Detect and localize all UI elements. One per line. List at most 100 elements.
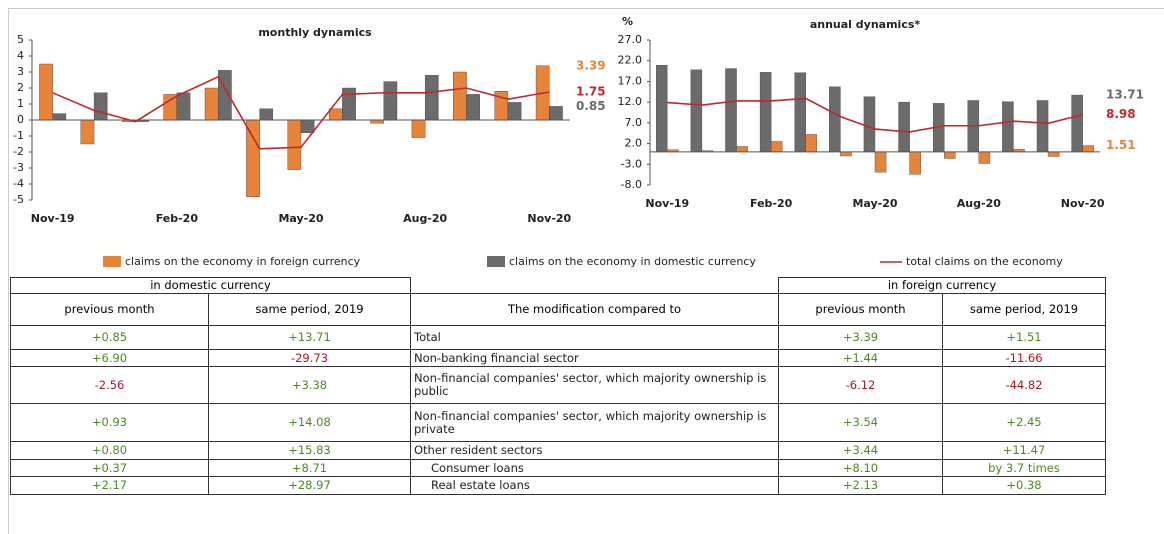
table: in domestic currency in foreign currency p…	[10, 277, 1106, 495]
x-tick-label: Aug-20	[403, 212, 447, 225]
y-tick-label: 5	[17, 33, 24, 46]
data-label: 8.98	[1106, 107, 1136, 121]
y-tick-label: 1	[17, 97, 24, 110]
x-tick-label: Nov-20	[1061, 197, 1105, 210]
bar	[944, 151, 956, 159]
bar	[1047, 151, 1060, 157]
table-cell: +0.85	[10, 325, 209, 350]
table-row: +0.37 +8.71 Consumer loans +8.10 by 3.7 time…	[10, 459, 1106, 477]
bar	[52, 113, 67, 121]
legend-label: total claims on the economy	[906, 255, 1063, 268]
data-label: 3.39	[576, 58, 606, 72]
table-cell: +2.13	[778, 476, 943, 495]
legend-swatch	[103, 256, 121, 267]
bar	[383, 81, 398, 121]
bar	[466, 94, 480, 121]
table-cell: +3.44	[778, 441, 943, 460]
table-cell: same period, 2019	[942, 293, 1106, 326]
table-cell: Real estate loans	[410, 476, 779, 495]
x-tick-label: May-20	[852, 197, 897, 210]
x-tick-label: May-20	[278, 212, 323, 225]
y-tick-label: -4	[13, 177, 24, 190]
bar	[909, 151, 921, 175]
table-cell: +1.51	[942, 325, 1106, 350]
data-label: 1.51	[1106, 138, 1136, 152]
table-cell: +2.45	[942, 403, 1106, 442]
bar	[978, 151, 991, 164]
legend-label: claims on the economy in foreign currenc…	[125, 255, 361, 268]
bar	[300, 119, 315, 134]
bar	[1082, 145, 1094, 153]
x-tick-label: Aug-20	[957, 197, 1001, 210]
chart-title: monthly dynamics	[258, 26, 372, 39]
table-cell: in foreign currency	[778, 277, 1106, 294]
table-cell: +14.08	[208, 403, 411, 442]
table-cell: +28.97	[208, 476, 411, 495]
table-row: -2.56 +3.38 Non-financial companies' secto…	[10, 366, 1106, 404]
y-tick-label: 4	[17, 49, 24, 62]
table-cell: +3.54	[778, 403, 943, 442]
bar	[770, 141, 783, 153]
table-cell: Consumer loans	[410, 459, 779, 477]
bar	[736, 146, 748, 153]
bar	[424, 74, 439, 121]
table-cell: Non-financial companies' sector, which m…	[410, 366, 779, 404]
table-row: previous month same period, 2019 The modif…	[10, 293, 1106, 326]
table-cell: +0.38	[942, 476, 1106, 495]
bar	[246, 119, 260, 198]
table-cell: +6.90	[10, 349, 209, 367]
y-tick-label: 2.0	[625, 137, 643, 150]
x-tick-label: Feb-20	[156, 212, 199, 225]
bar	[39, 63, 53, 121]
table-cell: +13.71	[208, 325, 411, 350]
bar	[725, 68, 737, 153]
bar	[874, 151, 887, 173]
table-cell: +0.37	[10, 459, 209, 477]
y-tick-label: -3	[13, 161, 24, 174]
y-tick-label: -8.0	[621, 178, 642, 191]
charts: monthly dynamics annual dynamics* % clai…	[13, 15, 1144, 268]
bar	[829, 86, 841, 153]
x-tick-label: Nov-19	[31, 212, 75, 225]
table-cell: by 3.7 times	[942, 459, 1106, 477]
table-cell: -11.66	[942, 349, 1106, 367]
x-tick-label: Nov-19	[645, 197, 689, 210]
table-cell: +1.44	[778, 349, 943, 367]
legend-label: claims on the economy in domestic curren…	[509, 255, 756, 268]
table-cell: +2.17	[10, 476, 209, 495]
table-cell: +0.93	[10, 403, 209, 442]
table-cell: +15.83	[208, 441, 411, 460]
bar	[794, 72, 806, 153]
table-cell: +0.80	[10, 441, 209, 460]
bar	[342, 87, 356, 121]
bar	[453, 71, 467, 121]
bar	[549, 106, 563, 121]
table-cell: in domestic currency	[10, 277, 411, 294]
x-tick-label: Feb-20	[750, 197, 793, 210]
y-tick-label: -5	[13, 193, 24, 206]
bar	[1071, 94, 1083, 153]
table-cell: +8.71	[208, 459, 411, 477]
bar	[805, 134, 818, 153]
y-tick-label: -3.0	[621, 157, 642, 170]
y-axis-label: %	[622, 15, 633, 28]
table-cell: +8.10	[778, 459, 943, 477]
bar	[259, 108, 274, 121]
y-tick-label: 17.0	[618, 74, 643, 87]
data-label: 13.71	[1106, 88, 1144, 102]
bar	[840, 151, 852, 157]
bar	[176, 92, 191, 121]
table-cell	[410, 277, 779, 294]
frame	[8, 8, 1164, 534]
y-tick-label: 12.0	[618, 95, 643, 108]
table-cell: The modification compared to	[410, 293, 779, 326]
x-tick-label: Nov-20	[527, 212, 571, 225]
table-row: +2.17 +28.97 Real estate loans +2.13 +0.38	[10, 476, 1106, 495]
table-row: +0.93 +14.08 Non-financial companies' sect…	[10, 403, 1106, 442]
bar	[690, 69, 703, 153]
bar	[507, 102, 522, 121]
table-cell: same period, 2019	[208, 293, 411, 326]
y-tick-label: 2	[17, 81, 24, 94]
y-tick-label: -2	[13, 145, 24, 158]
